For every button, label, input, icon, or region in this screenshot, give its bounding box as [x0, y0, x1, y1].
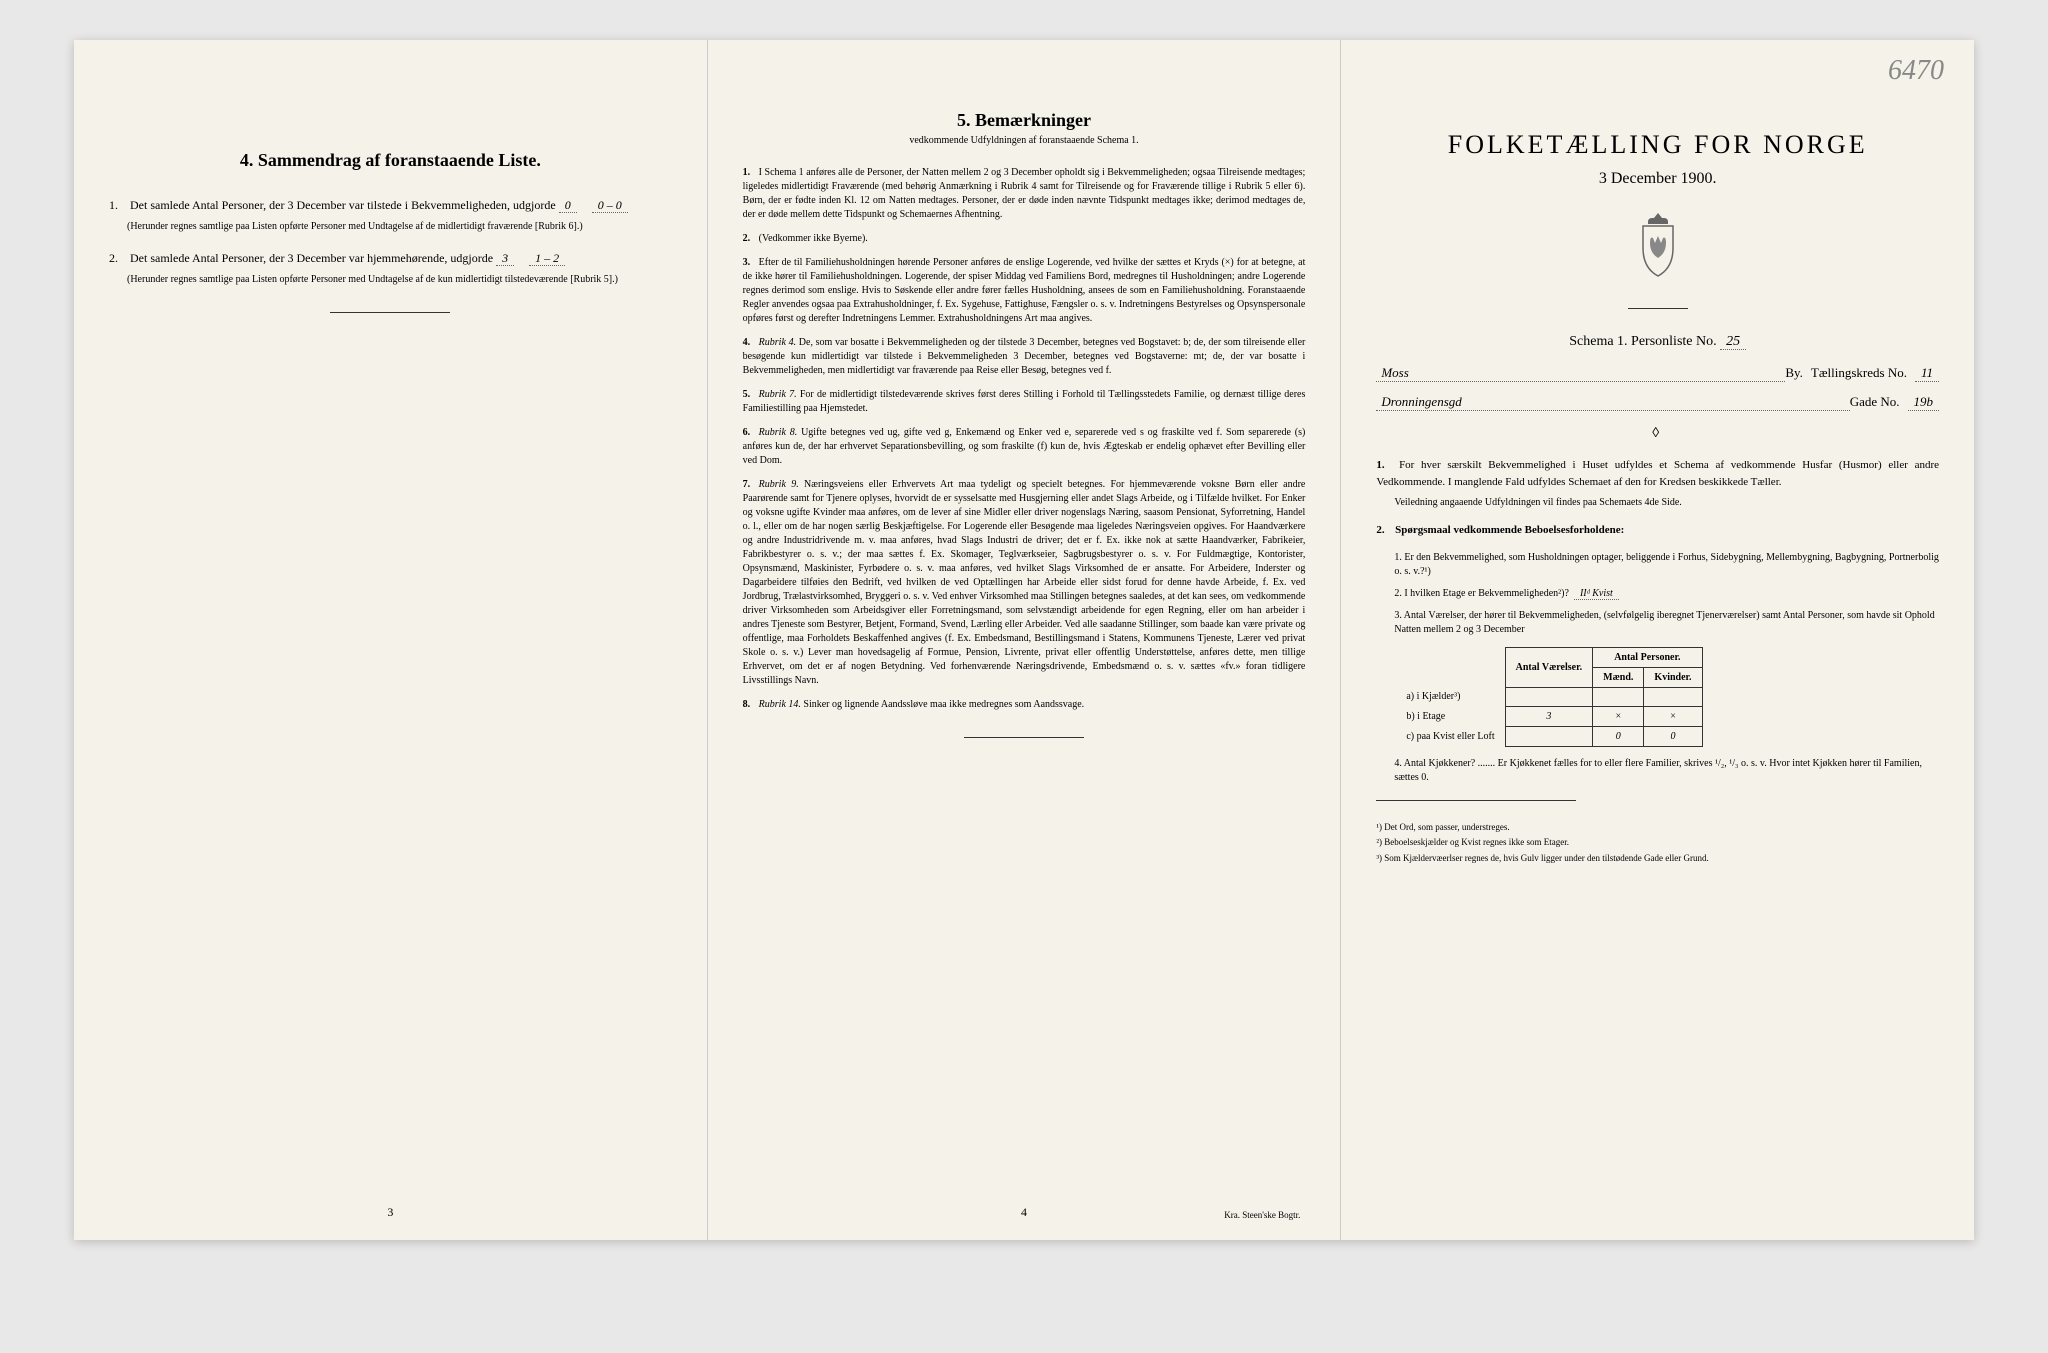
item2-note: (Herunder regnes samtlige paa Listen opf… [109, 272, 672, 287]
th-rooms: Antal Værelser. [1505, 647, 1592, 687]
census-document: 4. Sammendrag af foranstaaende Liste. 1.… [74, 40, 1974, 1240]
q2-1: 1. Er den Bekvemmelighed, som Husholdnin… [1394, 551, 1939, 579]
remark-item: 6.Rubrik 8. Ugifte betegnes ved ug, gift… [743, 426, 1306, 468]
census-date: 3 December 1900. [1376, 170, 1939, 188]
divider [330, 312, 450, 313]
divider [1376, 800, 1576, 801]
remark-item: 8.Rubrik 14. Sinker og lignende Aandsslø… [743, 698, 1306, 712]
page-3: 4. Sammendrag af foranstaaende Liste. 1.… [74, 40, 708, 1240]
page-1-title: 6470 FOLKETÆLLING FOR NORGE 3 December 1… [1341, 40, 1974, 1240]
page-number-3: 3 [387, 1205, 393, 1220]
printer-credit: Kra. Steen'ske Bogtr. [1224, 1210, 1300, 1220]
remark-item: 7.Rubrik 9. Næringsveiens eller Erhverve… [743, 478, 1306, 688]
present-breakdown: 0 – 0 [592, 198, 628, 213]
total-resident: 3 [496, 251, 514, 266]
archive-annotation: 6470 [1888, 55, 1944, 87]
remark-item: 2.(Vedkommer ikke Byerne). [743, 232, 1306, 246]
total-present: 0 [559, 198, 577, 213]
street-name: Dronningensgd [1376, 394, 1849, 411]
footnote: ³) Som Kjældervæerlser regnes de, hvis G… [1376, 852, 1939, 865]
footnote: ²) Beboelseskjælder og Kvist regnes ikke… [1376, 836, 1939, 849]
page-4: 5. Bemærkninger vedkommende Udfyldningen… [708, 40, 1342, 1240]
footnote: ¹) Det Ord, som passer, understreges. [1376, 821, 1939, 834]
schema-line: Schema 1. Personliste No. 25 [1376, 334, 1939, 350]
q2-2: 2. I hvilken Etage er Bekvemmeligheden²)… [1394, 587, 1939, 601]
gade-no: 19b [1908, 394, 1940, 411]
remarks-heading: 5. Bemærkninger [743, 110, 1306, 131]
remark-item: 4.Rubrik 4. De, som var bosatte i Bekvem… [743, 336, 1306, 378]
divider [964, 737, 1084, 738]
item1-note: (Herunder regnes samtlige paa Listen opf… [109, 219, 672, 234]
city-line: Moss By. Tællingskreds No. 11 [1376, 365, 1939, 382]
table-row: c) paa Kvist eller Loft 0 0 [1396, 726, 1702, 746]
th-men: Mænd. [1593, 667, 1644, 687]
divider [1628, 308, 1688, 309]
floor-value: IIᵈ Kvist [1574, 588, 1619, 600]
instruction-2: 2. Spørgsmaal vedkommende Beboelsesforho… [1376, 522, 1939, 539]
th-persons: Antal Personer. [1593, 647, 1702, 667]
rooms-persons-table: Antal Værelser. Antal Personer. Mænd. Kv… [1396, 647, 1702, 747]
ornament: ◊ [1376, 426, 1939, 442]
page-number-4: 4 [1021, 1205, 1027, 1220]
remark-item: 1.I Schema 1 anføres alle de Personer, d… [743, 166, 1306, 222]
remarks-subheading: vedkommende Udfyldningen af foranstaaend… [743, 135, 1306, 146]
q2-3: 3. Antal Værelser, der hører til Bekvemm… [1394, 609, 1939, 637]
resident-breakdown: 1 – 2 [529, 251, 565, 266]
summary-heading: 4. Sammendrag af foranstaaende Liste. [109, 150, 672, 171]
kreds-no: 11 [1915, 365, 1939, 382]
personliste-no: 25 [1720, 334, 1746, 350]
remarks-list: 1.I Schema 1 anføres alle de Personer, d… [743, 166, 1306, 712]
remark-item: 5.Rubrik 7. For de midlertidigt tilstede… [743, 388, 1306, 416]
remark-item: 3.Efter de til Familiehusholdningen høre… [743, 256, 1306, 326]
census-title: FOLKETÆLLING FOR NORGE [1376, 130, 1939, 160]
coat-of-arms [1376, 208, 1939, 283]
summary-item-2: 2. Det samlede Antal Personer, der 3 Dec… [109, 249, 672, 287]
table-row: b) i Etage 3 × × [1396, 706, 1702, 726]
instruction-1: 1. For hver særskilt Bekvemmelighed i Hu… [1376, 457, 1939, 510]
q2-4: 4. Antal Kjøkkener? ....... Er Kjøkkenet… [1394, 757, 1939, 785]
th-women: Kvinder. [1644, 667, 1702, 687]
street-line: Dronningensgd Gade No. 19b [1376, 394, 1939, 411]
city-name: Moss [1376, 365, 1785, 382]
table-row: a) i Kjælder³) [1396, 687, 1702, 706]
footnotes: ¹) Det Ord, som passer, understreges. ²)… [1376, 821, 1939, 865]
summary-item-1: 1. Det samlede Antal Personer, der 3 Dec… [109, 196, 672, 234]
